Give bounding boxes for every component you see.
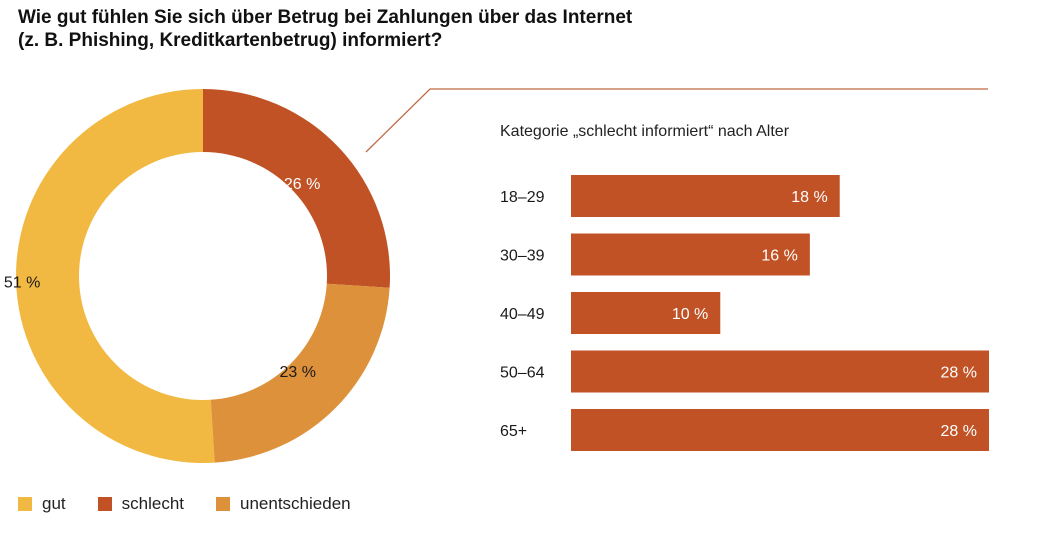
legend-item-gut: gut xyxy=(18,494,66,514)
bar-50–64 xyxy=(571,350,989,393)
legend: gut schlecht unentschieden xyxy=(18,494,383,514)
bar-value-label: 28 % xyxy=(941,423,977,440)
chart-title-line-2: (z. B. Phishing, Kreditkartenbetrug) inf… xyxy=(18,30,443,51)
bar-40–49 xyxy=(571,292,721,334)
bar-value-label: 16 % xyxy=(761,248,797,265)
bar-category-label: 30–39 xyxy=(500,248,545,265)
bar-value-label: 10 % xyxy=(672,306,708,323)
bar-65+ xyxy=(571,409,989,451)
bar-chart-title: Kategorie „schlecht informiert“ nach Alt… xyxy=(500,123,790,140)
bar-18–29 xyxy=(571,175,840,217)
donut-chart: 51 % 26 % 23 % xyxy=(4,89,390,463)
donut-slice-schlecht xyxy=(203,89,390,288)
connector-polyline xyxy=(365,88,988,153)
legend-item-unentschieden: unentschieden xyxy=(216,494,351,514)
legend-swatch-schlecht xyxy=(97,497,112,511)
bar-category-label: 50–64 xyxy=(500,365,545,382)
legend-swatch-unentschieden xyxy=(216,497,231,511)
bar-value-label: 28 % xyxy=(941,365,977,382)
legend-label-unentschieden: unentschieden xyxy=(240,494,351,513)
donut-label-unentschieden: 23 % xyxy=(280,364,316,381)
donut-slice-gut xyxy=(16,89,215,463)
legend-label-schlecht: schlecht xyxy=(121,494,185,513)
connector-line xyxy=(365,88,988,153)
donut-label-schlecht: 26 % xyxy=(284,176,320,193)
bar-category-label: 40–49 xyxy=(500,306,545,323)
chart-title-line-1: Wie gut fühlen Sie sich über Betrug bei … xyxy=(18,7,633,28)
bar-category-label: 65+ xyxy=(500,423,527,440)
donut-label-gut: 51 % xyxy=(4,275,40,292)
bar-30–39 xyxy=(571,233,810,276)
legend-item-schlecht: schlecht xyxy=(97,494,185,514)
bar-chart: 18–29 18 % 30–39 16 % 40–49 10 % 50–64 28 % 65+ 2… xyxy=(500,175,989,451)
bar-value-label: 18 % xyxy=(791,189,827,206)
legend-swatch-gut xyxy=(18,497,32,511)
bar-category-label: 18–29 xyxy=(500,189,545,206)
legend-label-gut: gut xyxy=(42,494,66,513)
chart-title: Wie gut fühlen Sie sich über Betrug bei … xyxy=(18,6,918,52)
donut-slice-unentschieden xyxy=(210,283,390,463)
